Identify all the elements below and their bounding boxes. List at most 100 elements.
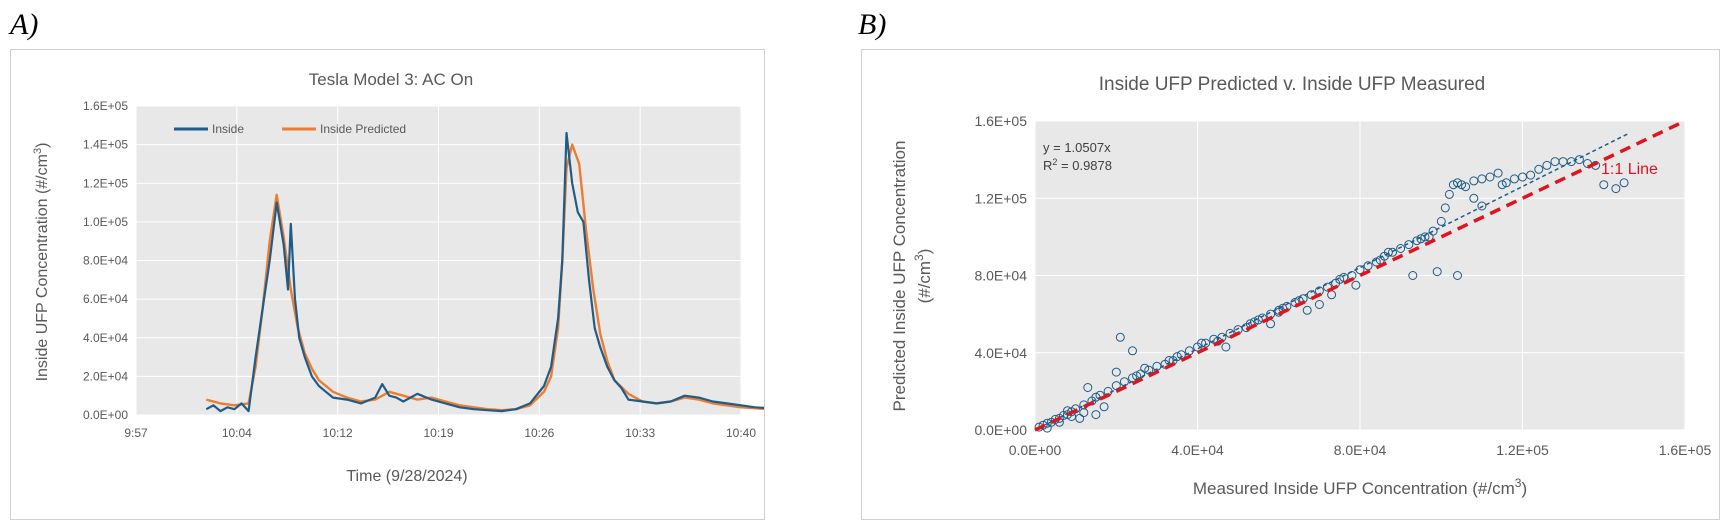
chart-b-x-axis-title: Measured Inside UFP Concentration (#/cm3… [1193,476,1527,498]
scatter-point [1042,423,1052,433]
scatter-point [1469,193,1479,203]
scatter-point [1063,406,1072,416]
scatter-point [1493,168,1503,178]
scatter-point [1599,180,1609,190]
chart-b-y-tick-label: 1.6E+05 [974,113,1027,129]
scatter-point [1351,280,1361,290]
scatter-point [1388,247,1397,257]
chart-a-x-tick-label: 10:40 [726,426,756,440]
scatter-point [1436,216,1446,226]
chart-a-y-tick-label: 1.2E+05 [83,176,128,190]
scatter-point [1221,342,1231,352]
scatter-point [1099,402,1109,412]
chart-a-x-axis-title: Time (9/28/2024) [346,468,467,485]
scatter-point [1071,404,1081,414]
scatter-point [1128,346,1137,356]
scatter-point [1497,180,1507,190]
scatter-point [1440,203,1450,213]
scatter-point [1461,182,1471,192]
scatter-point [1396,244,1406,253]
chart-b-y-tick-label: 8.0E+04 [974,268,1027,284]
chart-b-svg: Inside UFP Predicted v. Inside UFP Measu… [890,74,1712,498]
scatter-point [1453,178,1462,188]
chart-a-x-tick-label: 10:04 [222,426,252,440]
chart-b-x-tick-label: 1.2E+05 [1496,442,1549,458]
chart-a-y-axis-title: Inside UFP Concentration (#/cm3) [32,143,51,382]
chart-b-trendline [1034,133,1629,431]
scatter-point [1115,332,1125,342]
chart-a-y-tick-label: 6.0E+04 [83,292,128,306]
scatter-point [1526,170,1536,180]
chart-b-y-axis-title-line2: (#/cm3) [912,249,934,304]
scatter-point [1542,160,1552,170]
scatter-point [1323,282,1332,292]
chart-b-one-to-one-line [1034,119,1686,432]
scatter-point [1509,174,1519,184]
chart-b-r-squared: R2 = 0.9878 [1043,157,1112,173]
chart-b-title: Inside UFP Predicted v. Inside UFP Measu… [1099,74,1486,95]
chart-b-y-tick-label: 1.2E+05 [974,190,1027,206]
chart-a-y-tick-label: 1.6E+05 [83,99,128,113]
chart-a-svg: Tesla Model 3: AC On 0.0E+00 2.0E+04 4.0E+… [32,70,784,485]
scatter-point [1197,338,1207,348]
legend-inside-predicted-label: Inside Predicted [320,122,406,136]
chart-b-y-tick-label: 0.0E+00 [974,422,1027,438]
chart-b-gridlines [1034,120,1686,431]
scatter-point [1302,305,1312,315]
scatter-point [1314,300,1324,309]
scatter-point [1501,178,1511,188]
scatter-point [1453,271,1462,280]
panel-b-letter: B) [858,8,887,41]
chart-b-y-axis-title-line1: Predicted Inside UFP Concentration [890,141,909,412]
chart-a-x-tick-label: 10:33 [625,426,655,440]
chart-a-y-tick-label: 0.0E+00 [83,408,128,422]
chart-a-gridlines [135,105,742,416]
chart-b-y-tick-labels: 0.0E+00 4.0E+04 8.0E+04 1.2E+05 1.6E+05 [974,113,1027,438]
scatter-point [1566,157,1576,167]
scatter-point [1420,232,1430,242]
scatter-point [1140,363,1150,373]
scatter-point [1225,328,1235,338]
scatter-point [1075,413,1085,423]
chart-b-equation: y = 1.0507x [1043,140,1111,155]
chart-b-frame: Inside UFP Predicted v. Inside UFP Measu… [861,49,1720,520]
chart-b-x-tick-labels: 0.0E+00 4.0E+04 8.0E+04 1.2E+05 1.6E+05 [1009,442,1712,458]
chart-a-series [205,131,784,413]
scatter-point [1518,172,1527,182]
chart-a-legend: Inside Inside Predicted [174,122,406,136]
scatter-point [1534,164,1544,174]
chart-a-y-tick-label: 8.0E+04 [83,254,128,268]
chart-b-x-tick-label: 1.6E+05 [1659,442,1712,458]
scatter-point [1258,313,1267,323]
scatter-point [1477,201,1487,211]
chart-a-frame: Tesla Model 3: AC On 0.0E+00 2.0E+04 4.0E+… [10,49,784,520]
scatter-point [1290,298,1300,307]
panel-a-letter: A) [10,8,39,41]
scatter-point [1619,178,1629,188]
chart-b-ref-line-label: 1:1 Line [1601,161,1658,178]
chart-a-y-tick-label: 1.4E+05 [83,138,128,152]
legend-inside-label: Inside [212,122,244,136]
scatter-point [1042,418,1052,428]
chart-a-x-tick-label: 9:57 [124,426,148,440]
series-inside-line [205,131,784,413]
chart-a-y-tick-label: 1.0E+05 [83,215,128,229]
chart-a-x-tick-label: 10:19 [423,426,453,440]
scatter-point [1111,367,1121,377]
chart-a-x-tick-labels: 9:57 10:04 10:12 10:19 10:26 10:33 10:40 [124,426,756,440]
chart-a-x-tick-label: 10:12 [323,426,353,440]
chart-a-y-tick-label: 4.0E+04 [83,331,128,345]
scatter-point [1469,176,1479,186]
chart-a-y-tick-labels: 0.0E+00 2.0E+04 4.0E+04 6.0E+04 8.0E+04 1.0E+… [83,99,128,422]
scatter-point [1444,189,1454,199]
chart-b-y-tick-label: 4.0E+04 [974,345,1027,361]
chart-a-title: Tesla Model 3: AC On [309,70,473,89]
scatter-point [1485,172,1495,182]
chart-a-x-tick-label: 10:26 [524,426,554,440]
scatter-point [1083,383,1093,392]
scatter-point [1477,174,1487,184]
scatter-point [1611,184,1621,194]
scatter-point [1091,410,1101,420]
chart-b-x-tick-label: 4.0E+04 [1171,442,1224,458]
chart-b-x-tick-label: 8.0E+04 [1334,442,1387,458]
